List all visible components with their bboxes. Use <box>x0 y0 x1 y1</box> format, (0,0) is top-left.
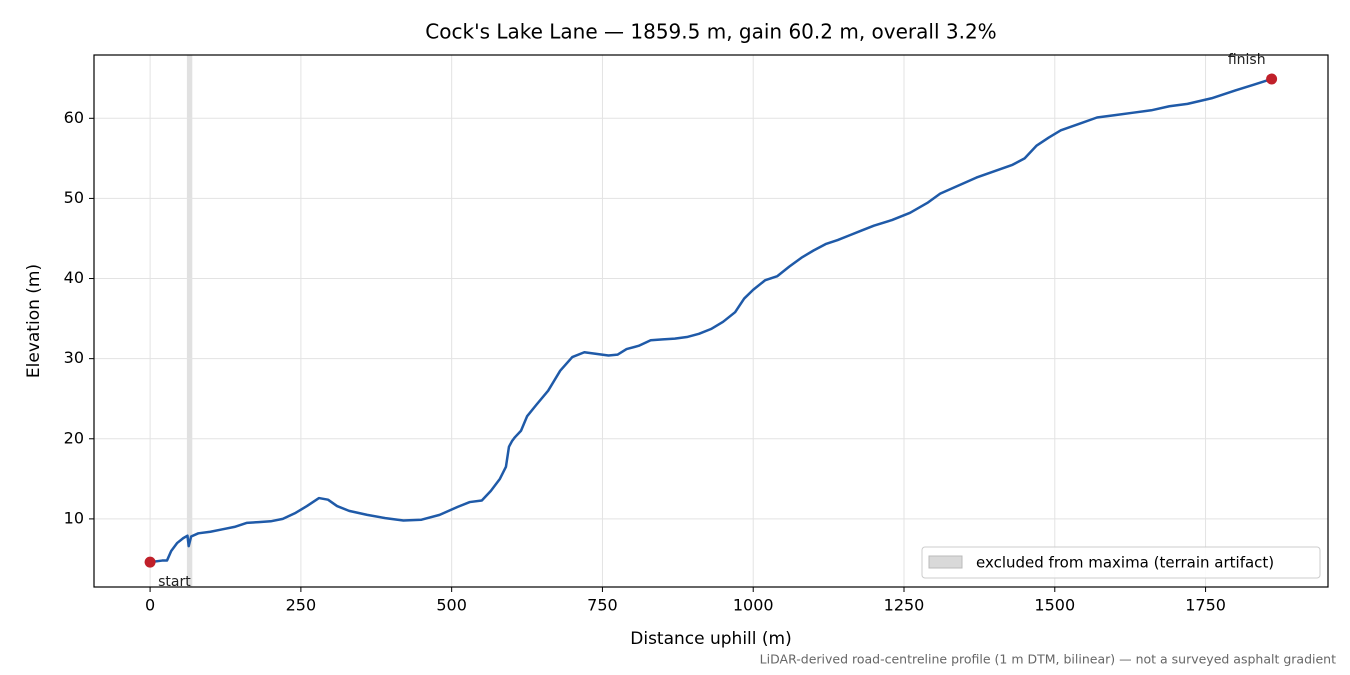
legend-box <box>921 546 1321 579</box>
chart-title: Cock's Lake Lane — 1859.5 m, gain 60.2 m… <box>425 20 996 44</box>
x-tick-label: 0 <box>145 596 155 615</box>
annotation: finish <box>1228 52 1266 68</box>
x-tick-label: 1500 <box>1034 596 1075 615</box>
x-tick-label: 1000 <box>733 596 774 615</box>
x-axis-label: Distance uphill (m) <box>630 629 791 649</box>
x-tick-label: 750 <box>587 596 618 615</box>
footnote: LiDAR-derived road-centreline profile (1… <box>760 652 1336 667</box>
y-tick-label: 30 <box>64 348 84 367</box>
annotation: start <box>158 574 191 590</box>
x-tick-label: 500 <box>436 596 467 615</box>
y-tick-label: 10 <box>64 508 84 527</box>
legend-swatch <box>928 555 963 569</box>
x-tick-label: 250 <box>286 596 317 615</box>
y-tick-label: 20 <box>64 428 84 447</box>
excluded-span <box>186 55 193 587</box>
endpoint-marker <box>1266 73 1278 85</box>
elevation-line <box>149 77 1272 564</box>
y-tick-label: 40 <box>64 268 84 287</box>
y-axis-label: Elevation (m) <box>24 264 44 378</box>
legend-label: excluded from maxima (terrain artifact) <box>976 554 1274 572</box>
y-tick-label: 60 <box>64 108 84 127</box>
x-tick-label: 1250 <box>884 596 925 615</box>
y-tick-label: 50 <box>64 188 84 207</box>
endpoint-marker <box>144 556 156 568</box>
plot-frame <box>93 54 1329 588</box>
x-tick-label: 1750 <box>1185 596 1226 615</box>
